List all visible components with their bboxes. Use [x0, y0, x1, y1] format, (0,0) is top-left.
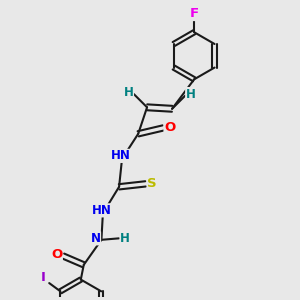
Text: O: O — [51, 248, 62, 261]
Text: O: O — [164, 122, 176, 134]
Text: I: I — [41, 271, 46, 284]
Text: HN: HN — [92, 204, 111, 217]
Text: S: S — [147, 177, 157, 190]
Text: F: F — [190, 8, 199, 20]
Text: H: H — [186, 88, 196, 100]
Text: HN: HN — [111, 149, 130, 162]
Text: H: H — [124, 86, 134, 99]
Text: N: N — [91, 232, 100, 245]
Text: H: H — [120, 232, 130, 245]
